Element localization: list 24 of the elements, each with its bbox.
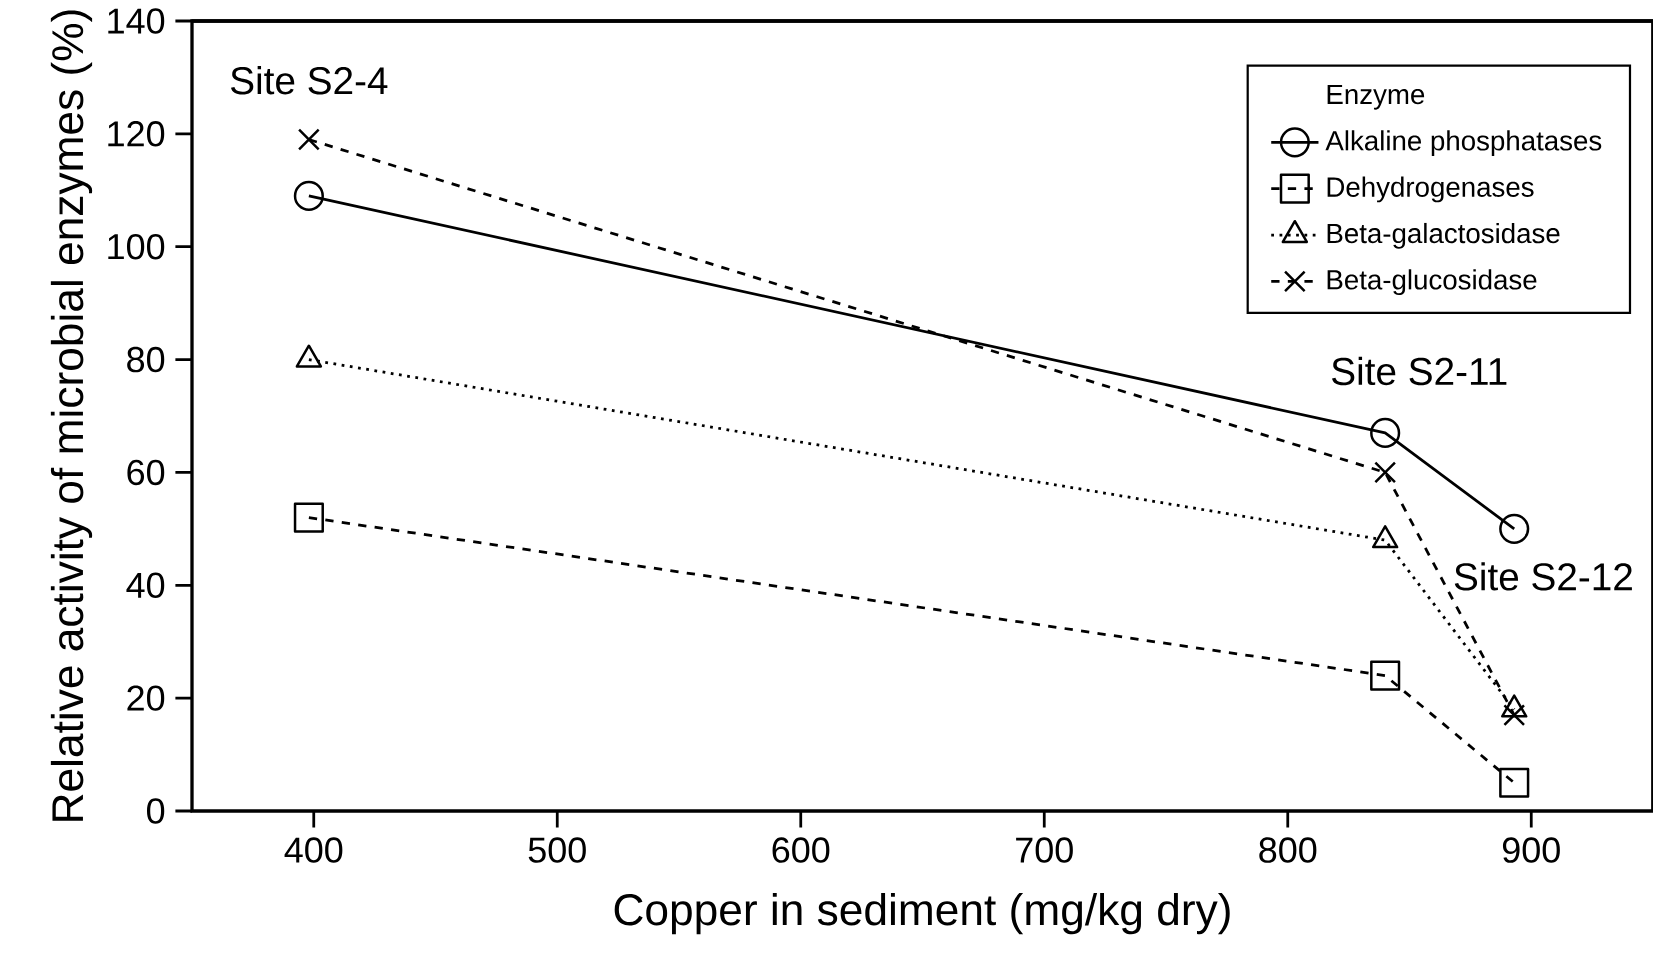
- annotation: Site S2-12: [1454, 562, 1632, 591]
- x-tick-label: 800: [1259, 837, 1317, 863]
- x-tick-label: 600: [772, 837, 830, 863]
- annotation: Site S2-4: [230, 66, 388, 95]
- legend-label: Beta-galactosidase: [1327, 222, 1560, 249]
- legend-label: Dehydrogenases: [1327, 176, 1534, 203]
- annotation: Site S2-11: [1332, 356, 1507, 386]
- y-tick-label: 100: [108, 233, 165, 260]
- x-axis-title: Copper in sediment (mg/kg dry): [614, 892, 1230, 935]
- x-tick-label: 500: [528, 837, 586, 863]
- y-tick-label: 140: [108, 8, 165, 34]
- y-axis-title: Relative activity of microbial enzymes (%): [50, 10, 93, 821]
- y-tick-label: 80: [127, 346, 165, 373]
- legend-label: Alkaline phosphatases: [1325, 130, 1602, 157]
- x-tick-label: 700: [1016, 837, 1073, 863]
- y-tick-label: 0: [147, 798, 165, 824]
- y-tick-label: 60: [127, 459, 165, 486]
- y-tick-label: 20: [127, 685, 165, 711]
- x-tick-label: 400: [284, 837, 343, 863]
- y-tick-label: 120: [108, 121, 165, 147]
- legend-title: Enzyme: [1327, 84, 1425, 110]
- x-tick-label: 900: [1502, 837, 1560, 863]
- legend-label: Beta-glucosidase: [1327, 269, 1537, 296]
- y-tick-label: 40: [126, 572, 165, 599]
